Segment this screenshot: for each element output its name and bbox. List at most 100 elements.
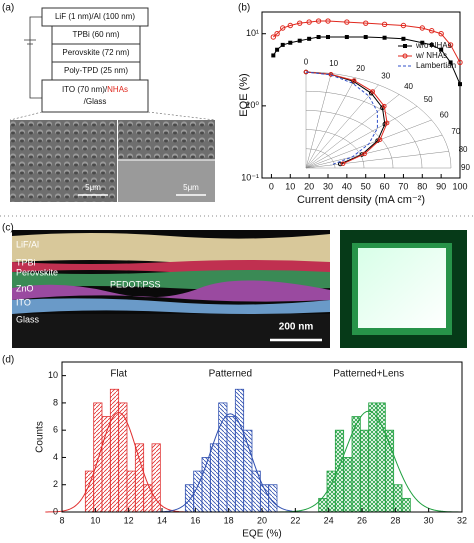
- x-tick-label: 70: [398, 181, 408, 191]
- scale-label: 200 nm: [279, 322, 314, 333]
- marker: [439, 47, 444, 52]
- panel-label: (b): [238, 3, 250, 14]
- theta-label: 90: [461, 163, 470, 172]
- y-axis-label: EQE (%): [238, 73, 250, 116]
- layer-band: [12, 298, 330, 314]
- zoom-lines: [9, 111, 216, 121]
- panel-label: (d): [2, 355, 14, 366]
- layer-label: LiF/Al: [16, 239, 39, 249]
- glass-band: [12, 314, 330, 348]
- emission-area: [358, 248, 446, 328]
- marker: [316, 35, 321, 40]
- series-label: Patterned: [209, 369, 252, 380]
- hist-bar: [393, 484, 403, 513]
- theta-label: 40: [404, 82, 413, 91]
- x-tick-label: 18: [224, 515, 234, 525]
- polar-marker: [337, 161, 343, 167]
- y-tick-label: 0: [53, 506, 58, 516]
- polar-marker: [377, 137, 383, 142]
- theta-label: 0: [304, 58, 309, 67]
- marker: [344, 35, 349, 40]
- legend-label: w/ NHAs: [415, 51, 447, 60]
- marker: [306, 19, 312, 25]
- substrate-text: ITO (70 nm)/: [62, 85, 108, 94]
- legend-marker: [403, 44, 407, 48]
- fit-curve: [150, 413, 309, 513]
- polar-spoke: [305, 84, 379, 169]
- x-axis-label: Current density (mA cm⁻²): [297, 194, 425, 206]
- marker: [458, 82, 462, 87]
- device-stack: LiF (1 nm)/Al (100 nm) TPBi (60 nm) Pero…: [24, 7, 149, 113]
- x-tick-label: 60: [380, 181, 390, 191]
- x-axis-label: EQE (%): [242, 529, 281, 540]
- polar-marker: [328, 72, 334, 77]
- marker: [363, 20, 369, 26]
- marker: [280, 25, 286, 31]
- theta-label: 50: [424, 95, 433, 104]
- marker: [287, 22, 293, 29]
- polar-spoke: [305, 134, 443, 169]
- x-tick-label: 16: [190, 515, 200, 525]
- layer-label: TPBi (60 nm): [72, 30, 119, 39]
- y-tick-label: 8: [53, 397, 58, 407]
- marker: [400, 22, 407, 29]
- polar-marker: [351, 78, 357, 83]
- x-tick-label: 80: [417, 181, 427, 191]
- hist-bar: [209, 443, 220, 513]
- marker: [448, 60, 453, 65]
- legend-label: Lambertian: [416, 61, 456, 70]
- marker: [270, 34, 277, 40]
- x-tick-label: 20: [257, 515, 267, 525]
- hist-bar: [101, 416, 111, 513]
- polar-marker: [384, 120, 390, 126]
- polar-spoke: [305, 77, 356, 169]
- y-tick-label: 10¹: [246, 28, 259, 38]
- hist-bar: [218, 402, 228, 513]
- plot-frame: [261, 11, 461, 179]
- polar-marker: [370, 89, 376, 94]
- layer-box: [41, 79, 149, 113]
- series-label: Patterned+Lens: [333, 369, 404, 380]
- theta-label: 20: [356, 64, 365, 73]
- hist-bar: [126, 470, 136, 513]
- scale-label: 5μm: [85, 183, 101, 192]
- marker: [382, 35, 387, 40]
- hist-bar: [226, 416, 236, 513]
- y-tick-label: 6: [53, 425, 58, 435]
- x-tick-label: 28: [390, 515, 400, 525]
- theta-label: 70: [451, 127, 460, 136]
- layer-label: ZnO: [16, 283, 34, 293]
- x-tick-label: 26: [357, 515, 367, 525]
- x-tick-label: 0: [269, 181, 274, 191]
- series-label: Flat: [110, 369, 127, 380]
- legend-label: w/o NHAs: [415, 41, 452, 50]
- x-tick-label: 20: [304, 181, 314, 191]
- y-tick-label: 10⁻¹: [241, 172, 259, 182]
- layer-band: [12, 280, 330, 302]
- polar-spoke: [305, 151, 449, 169]
- polar-spoke: [305, 106, 418, 169]
- y-tick-label: 10⁰: [245, 100, 259, 110]
- sem-image: [118, 120, 215, 160]
- marker: [429, 28, 435, 34]
- layer-label: Poly-TPD (25 nm): [64, 66, 128, 75]
- hist-bar: [243, 429, 253, 513]
- layer-label: ITO: [16, 297, 31, 307]
- polar-curve: [305, 71, 386, 165]
- y-tick-label: 2: [53, 479, 58, 489]
- x-tick-label: 12: [124, 515, 134, 525]
- hist-bar: [109, 388, 120, 513]
- x-tick-label: 10: [285, 181, 295, 191]
- y-tick-label: 4: [53, 452, 58, 462]
- marker: [457, 59, 463, 66]
- marker: [326, 35, 330, 40]
- x-tick-label: 30: [323, 181, 333, 191]
- marker: [288, 40, 293, 45]
- marker: [447, 42, 454, 48]
- x-tick-label: 8: [59, 515, 64, 525]
- x-tick-label: 90: [436, 181, 446, 191]
- hist-bar: [334, 429, 345, 513]
- layer-band: [12, 233, 330, 264]
- marker: [297, 20, 303, 26]
